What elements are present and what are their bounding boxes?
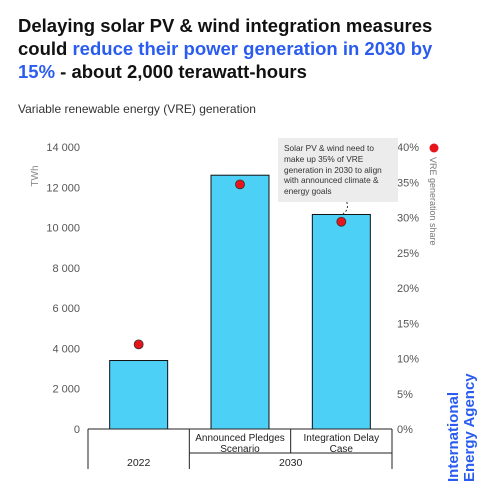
brand-line-1: International <box>445 391 462 482</box>
legend-marker-vre-share <box>429 143 439 153</box>
share-dot-1 <box>133 339 144 350</box>
category-label: Announced Pledges <box>195 433 285 444</box>
y-left-tick-label: 10 000 <box>46 223 80 235</box>
callout-connector <box>342 194 348 215</box>
annotation-callout: Solar PV & wind need to make up 35% of V… <box>278 138 398 202</box>
y-right-tick-label: 5% <box>397 389 413 401</box>
share-dot-3 <box>336 216 347 227</box>
y-right-tick-label: 20% <box>397 283 419 295</box>
y-left-tick-label: 14 000 <box>46 142 80 154</box>
y-right-tick-label: 30% <box>397 213 419 225</box>
category-label: Integration Delay <box>304 433 380 444</box>
y-left-axis-label: TWh <box>30 165 41 186</box>
group-label: 2030 <box>279 457 303 469</box>
bar-2 <box>210 174 270 430</box>
y-right-tick-label: 10% <box>397 354 419 366</box>
share-dot-2 <box>235 179 245 190</box>
chart-subtitle: Variable renewable energy (VRE) generati… <box>18 102 256 116</box>
category-label: Scenario <box>220 444 260 455</box>
y-right-tick-label: 40% <box>397 142 419 154</box>
bar-3 <box>311 213 371 430</box>
headline-part1: Delaying solar PV & wind integration mea… <box>18 15 433 59</box>
y-left-tick-label: 0 <box>74 424 80 436</box>
y-left-tick-label: 8 000 <box>52 263 80 275</box>
iea-logo: International Energy Agency <box>445 373 478 482</box>
group-label: 2022 <box>127 457 151 469</box>
y-left-tick-label: 4 000 <box>52 343 80 355</box>
y-left-tick-label: 12 000 <box>46 182 80 194</box>
y-left-tick-label: 2 000 <box>52 384 80 396</box>
headline-highlight: reduce their power generation in 2030 by… <box>18 38 433 82</box>
headline-part2: - about 2,000 terawatt-hours <box>55 61 307 82</box>
y-right-tick-label: 15% <box>397 318 419 330</box>
y-right-axis-label: VRE generation share <box>428 157 438 246</box>
brand-line-2: Energy Agency <box>461 373 478 482</box>
y-right-tick-label: 0% <box>397 424 413 436</box>
y-left-tick-label: 6 000 <box>52 303 80 315</box>
y-right-tick-label: 25% <box>397 248 419 260</box>
bar-1 <box>109 360 169 430</box>
category-label: Case <box>330 444 354 455</box>
headline: Delaying solar PV & wind integration mea… <box>18 14 468 83</box>
y-right-tick-label: 35% <box>397 177 419 189</box>
